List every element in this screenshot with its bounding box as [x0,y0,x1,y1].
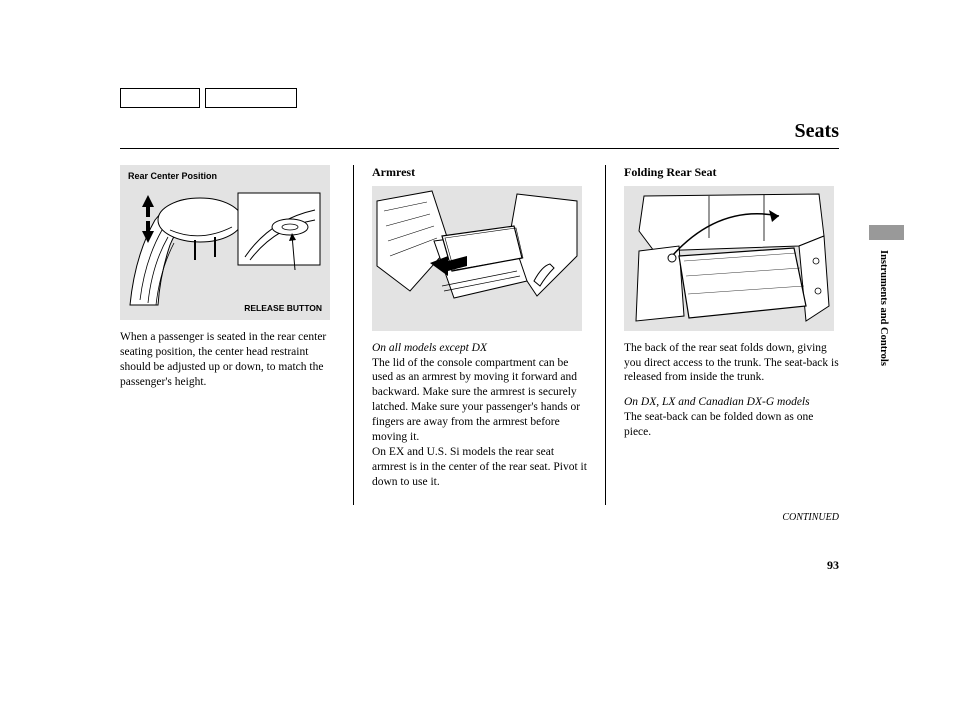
page-number: 93 [827,558,839,573]
col2-heading: Armrest [372,165,587,181]
column-2: Armrest [372,165,587,505]
page-title: Seats [795,120,839,143]
figure-rear-center: Rear Center Position [120,165,330,320]
side-tab [869,225,904,240]
column-3: Folding Rear Seat [624,165,839,505]
section-label: Instruments and Controls [878,250,889,366]
content-columns: Rear Center Position [120,165,839,505]
headrest-illustration [120,165,330,320]
title-rule [120,148,839,149]
figure-caption: RELEASE BUTTON [244,303,322,314]
col3-body2: The seat-back can be folded down as one … [624,410,839,440]
column-divider-1 [353,165,354,505]
tab-box-2 [205,88,297,108]
col2-note: On all models except DX [372,341,587,356]
folding-seat-illustration [624,186,834,331]
armrest-illustration [372,186,582,331]
header-tab-boxes [120,88,297,108]
column-divider-2 [605,165,606,505]
column-1: Rear Center Position [120,165,335,505]
col2-body: The lid of the console compartment can b… [372,356,587,490]
col3-note: On DX, LX and Canadian DX-G models [624,395,839,410]
figure-folding-seat [624,186,834,331]
figure-armrest [372,186,582,331]
col1-body: When a passenger is seated in the rear c… [120,330,335,390]
col3-heading: Folding Rear Seat [624,165,839,181]
tab-box-1 [120,88,200,108]
col3-body1: The back of the rear seat folds down, gi… [624,341,839,386]
manual-page: Seats Rear Center Position [0,0,954,710]
continued-label: CONTINUED [782,512,839,523]
